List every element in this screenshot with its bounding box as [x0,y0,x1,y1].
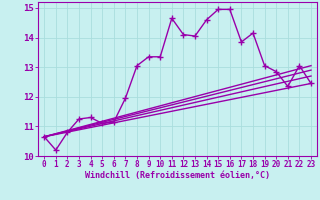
X-axis label: Windchill (Refroidissement éolien,°C): Windchill (Refroidissement éolien,°C) [85,171,270,180]
